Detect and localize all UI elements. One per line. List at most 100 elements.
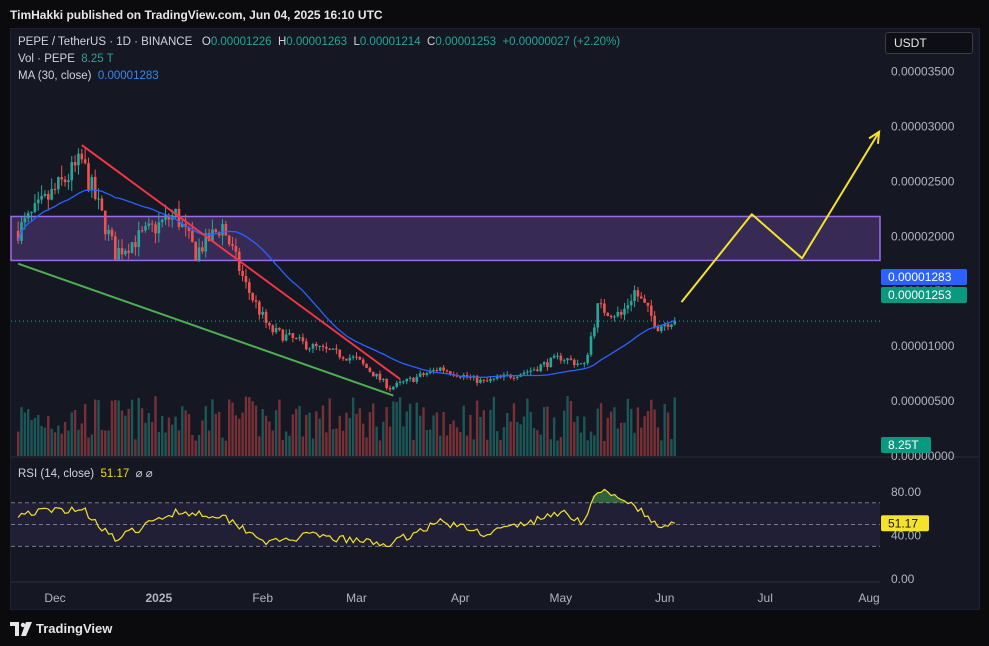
volume-bar <box>412 439 415 456</box>
rsi-overbought-fill <box>592 489 633 503</box>
candle <box>57 176 60 194</box>
candle <box>87 157 90 193</box>
price-tick-label: 0.00000500 <box>891 394 955 408</box>
volume-bar <box>432 415 435 456</box>
candle-body <box>77 153 80 166</box>
candle <box>130 241 134 254</box>
candle <box>398 379 402 386</box>
volume-bar <box>462 405 465 456</box>
volume-bar <box>429 429 432 456</box>
volume-bar <box>425 429 429 456</box>
candle <box>261 306 264 319</box>
candle-body <box>599 303 603 305</box>
candle <box>532 367 536 371</box>
volume-tag-text: 8.25T <box>888 438 919 452</box>
rsi-legend[interactable]: RSI (14, close) 51.17 ⌀ ⌀ <box>18 466 153 480</box>
candle-body <box>385 378 388 389</box>
volume-bar <box>502 427 506 456</box>
volume-bar <box>234 415 238 456</box>
candle <box>650 299 653 322</box>
candle-body <box>23 218 27 223</box>
volume-bar <box>251 401 254 456</box>
candle <box>248 278 251 300</box>
candle-body <box>643 298 646 303</box>
change-value: +0.00000027 (+2.20%) <box>502 36 621 48</box>
volume-bar <box>16 431 20 456</box>
symbol-label[interactable]: PEPE / TetherUS · 1D · BINANCE <box>18 36 193 48</box>
volume-bar <box>204 406 207 456</box>
volume-bar <box>586 440 589 456</box>
projection-arrowhead <box>868 129 881 144</box>
candle-body <box>351 356 355 358</box>
candle <box>482 379 486 384</box>
ma-legend[interactable]: MA (30, close) 0.00001283 <box>18 70 159 82</box>
rsi-label: RSI (14, close) <box>18 468 95 480</box>
candle <box>583 361 586 368</box>
candle-body <box>589 336 593 355</box>
volume-bar <box>345 412 348 456</box>
rsi-settings-icons[interactable]: ⌀ ⌀ <box>135 468 153 480</box>
rsi-value-tag-bg <box>881 515 929 532</box>
candle-body <box>67 180 70 183</box>
candle <box>639 292 643 299</box>
volume-bar <box>559 437 563 456</box>
candle-body <box>338 349 342 358</box>
candle-body <box>663 324 666 327</box>
volume-bar <box>27 409 30 456</box>
candle-body <box>499 376 502 378</box>
candle <box>341 355 345 361</box>
candle-body <box>187 227 191 231</box>
candle <box>365 363 368 369</box>
candle <box>308 347 311 353</box>
candle-body <box>656 326 660 332</box>
candle-body <box>164 214 167 220</box>
volume-bar <box>278 399 281 456</box>
candle <box>351 354 355 361</box>
candle <box>271 324 275 336</box>
volume-bar <box>73 409 77 456</box>
volume-bar <box>660 440 663 456</box>
volume-legend[interactable]: Vol · PEPE 8.25 T <box>18 53 114 65</box>
candle <box>392 385 395 391</box>
volume-bar <box>546 406 549 456</box>
candle-body <box>177 208 181 227</box>
volume-bar <box>666 412 670 456</box>
candle-body <box>87 163 90 191</box>
volume-bar <box>670 438 673 456</box>
time-tick-label: Dec <box>44 591 65 605</box>
candle <box>244 268 248 289</box>
candle-body <box>375 373 378 377</box>
candle <box>331 348 335 351</box>
volume-bar <box>231 402 234 456</box>
candle-body <box>603 303 606 313</box>
candle-body <box>227 235 231 245</box>
volume-bar <box>167 417 171 456</box>
currency-button[interactable]: USDT <box>885 32 973 54</box>
candle-body <box>36 199 40 204</box>
volume-bar <box>388 426 392 456</box>
volume-bar <box>368 412 372 456</box>
volume-bar <box>519 424 522 456</box>
candle-body <box>201 247 204 252</box>
volume-bar <box>479 416 482 456</box>
candle <box>626 298 630 314</box>
volume-bar <box>244 396 248 456</box>
candle <box>472 374 476 381</box>
candle-body <box>110 229 114 237</box>
time-tick-label: Jun <box>655 591 674 605</box>
candle <box>361 357 365 367</box>
volume-bar <box>60 433 63 456</box>
candle-body <box>646 302 650 306</box>
volume-bar <box>496 431 499 456</box>
candle <box>646 302 650 313</box>
candle <box>572 358 576 368</box>
candle <box>388 385 392 392</box>
volume-bar <box>556 440 559 456</box>
candle-body <box>495 376 499 379</box>
candle <box>546 358 549 371</box>
ma-value: 0.00001283 <box>97 70 159 82</box>
candle-body <box>70 162 74 181</box>
candle <box>298 334 301 342</box>
candle <box>325 342 328 353</box>
